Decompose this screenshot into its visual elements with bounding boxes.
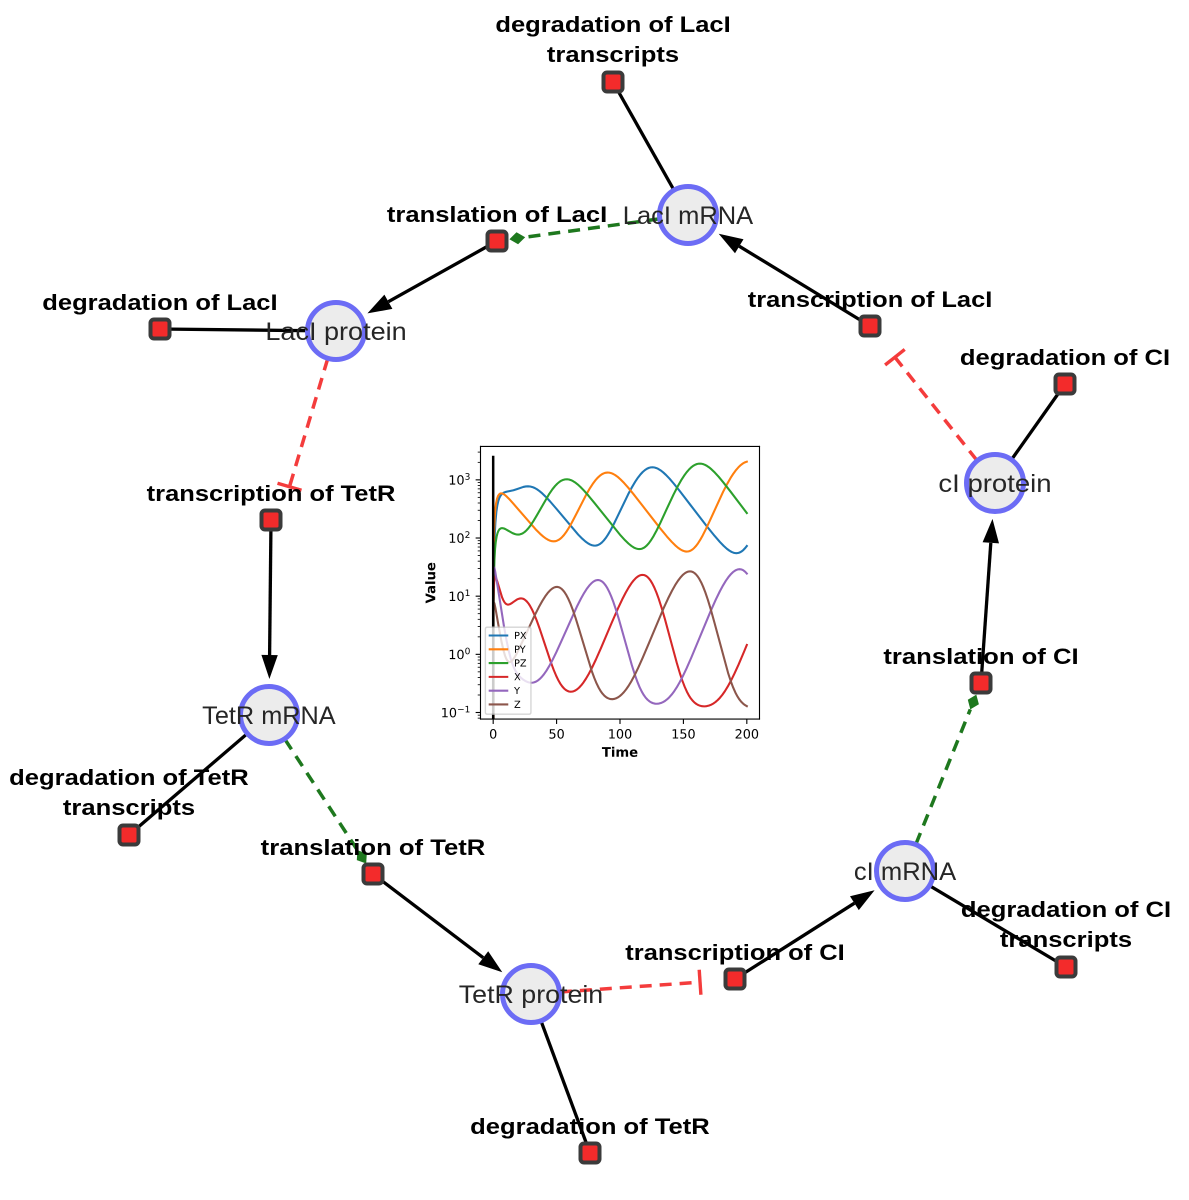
svg-text:translation of TetR: translation of TetR bbox=[261, 835, 486, 860]
svg-text:degradation of TetR: degradation of TetR bbox=[470, 1114, 710, 1139]
svg-text:translation of LacI: translation of LacI bbox=[387, 202, 607, 227]
svg-text:TetR mRNA: TetR mRNA bbox=[202, 702, 336, 730]
svg-text:transcripts: transcripts bbox=[547, 42, 679, 67]
svg-text:degradation of LacI: degradation of LacI bbox=[495, 12, 730, 37]
svg-text:LacI mRNA: LacI mRNA bbox=[623, 202, 754, 230]
svg-text:degradation of LacI: degradation of LacI bbox=[42, 290, 277, 315]
svg-text:degradation of TetR: degradation of TetR bbox=[9, 765, 249, 790]
svg-text:TetR protein: TetR protein bbox=[459, 981, 603, 1009]
svg-text:degradation of CI: degradation of CI bbox=[961, 897, 1171, 922]
svg-text:cI protein: cI protein bbox=[938, 470, 1051, 498]
svg-text:translation of CI: translation of CI bbox=[883, 644, 1078, 669]
svg-text:transcription of TetR: transcription of TetR bbox=[147, 481, 396, 506]
svg-text:transcripts: transcripts bbox=[63, 795, 195, 820]
svg-text:cI mRNA: cI mRNA bbox=[854, 858, 957, 886]
svg-text:degradation of CI: degradation of CI bbox=[960, 345, 1170, 370]
svg-text:transcription of CI: transcription of CI bbox=[625, 940, 844, 965]
svg-text:LacI protein: LacI protein bbox=[265, 318, 406, 346]
svg-text:transcription of LacI: transcription of LacI bbox=[748, 287, 993, 312]
svg-text:transcripts: transcripts bbox=[1000, 927, 1132, 952]
